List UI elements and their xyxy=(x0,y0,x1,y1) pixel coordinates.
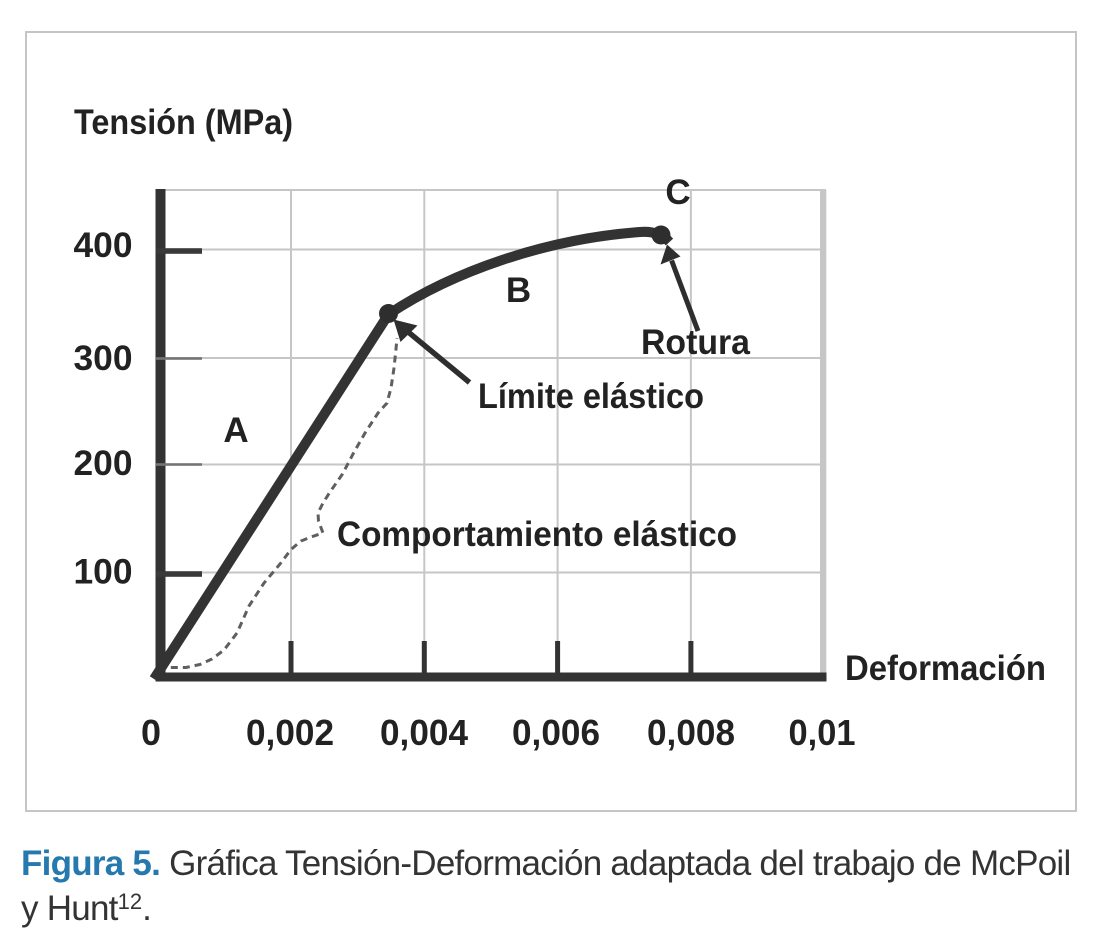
svg-text:0,008: 0,008 xyxy=(647,712,735,753)
svg-text:B: B xyxy=(506,271,531,310)
svg-text:0,004: 0,004 xyxy=(380,712,468,753)
svg-text:Rotura: Rotura xyxy=(641,323,751,362)
svg-text:Límite elástico: Límite elástico xyxy=(478,377,704,416)
svg-text:400: 400 xyxy=(74,226,133,265)
svg-text:200: 200 xyxy=(74,444,133,483)
svg-text:0,002: 0,002 xyxy=(246,712,334,753)
svg-text:300: 300 xyxy=(74,339,133,378)
svg-text:C: C xyxy=(665,173,690,212)
svg-text:0,01: 0,01 xyxy=(789,712,856,753)
svg-text:Deformación: Deformación xyxy=(845,649,1046,688)
svg-text:A: A xyxy=(223,411,248,450)
svg-text:0,006: 0,006 xyxy=(512,712,600,753)
svg-text:Comportamiento elástico: Comportamiento elástico xyxy=(337,515,737,554)
svg-text:100: 100 xyxy=(74,553,133,592)
svg-text:0: 0 xyxy=(141,712,161,753)
svg-text:Tensión (MPa): Tensión (MPa) xyxy=(74,103,293,142)
